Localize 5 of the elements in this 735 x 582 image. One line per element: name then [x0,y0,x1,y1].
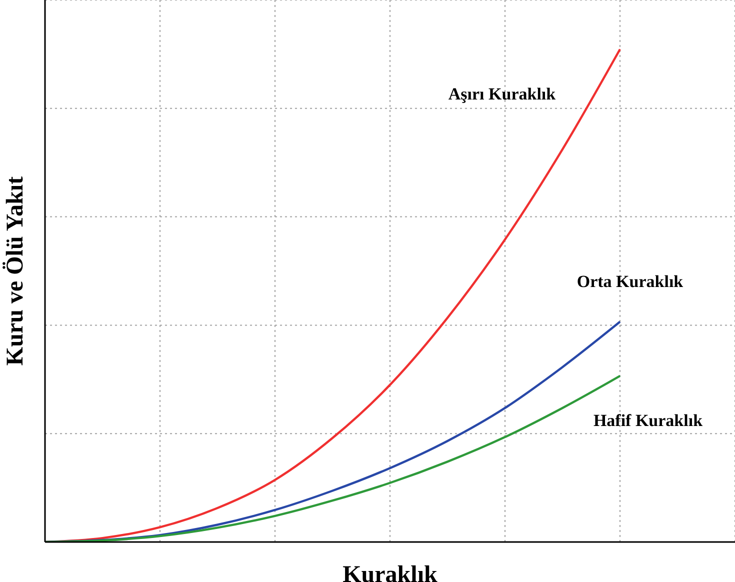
text: Orta Kuraklık [576,272,684,291]
series-label: Aşırı Kuraklık [448,84,556,104]
series-label: Hafif Kuraklık [593,410,704,430]
y-axis-title: Kuru ve Ölü Yakıt [2,176,29,366]
x-axis-title: Kuraklık [342,562,438,582]
